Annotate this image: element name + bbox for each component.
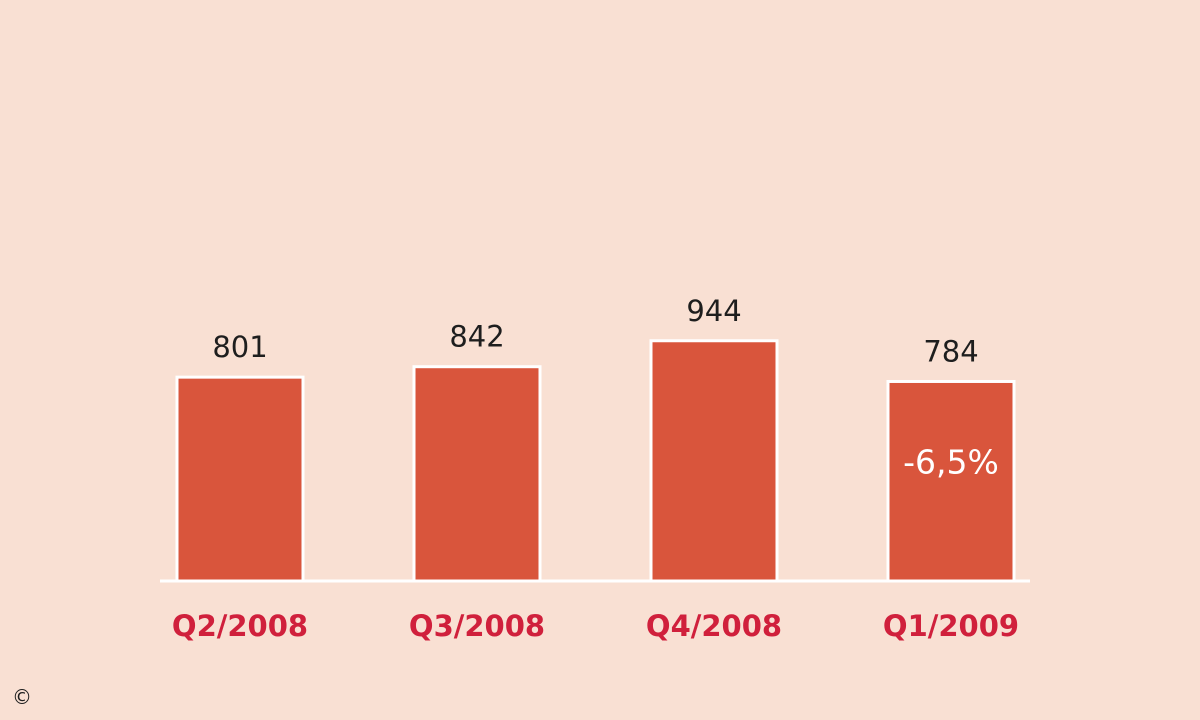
category-label: Q4/2008: [646, 609, 782, 643]
category-label: Q3/2008: [409, 609, 545, 643]
value-label: 842: [449, 320, 504, 354]
category-label: Q2/2008: [172, 609, 308, 643]
value-label: 944: [686, 294, 741, 328]
bar-q1-2009: [886, 379, 1016, 583]
bar-q4-2008: [649, 339, 779, 583]
value-label: 801: [212, 330, 267, 364]
category-label: Q1/2009: [883, 609, 1019, 643]
copyright-icon: ©: [12, 685, 32, 709]
bar-q3-2008: [412, 365, 542, 583]
change-annotation: -6,5%: [903, 442, 999, 481]
value-label: 784: [923, 334, 978, 368]
bar-q2-2008: [175, 375, 305, 583]
